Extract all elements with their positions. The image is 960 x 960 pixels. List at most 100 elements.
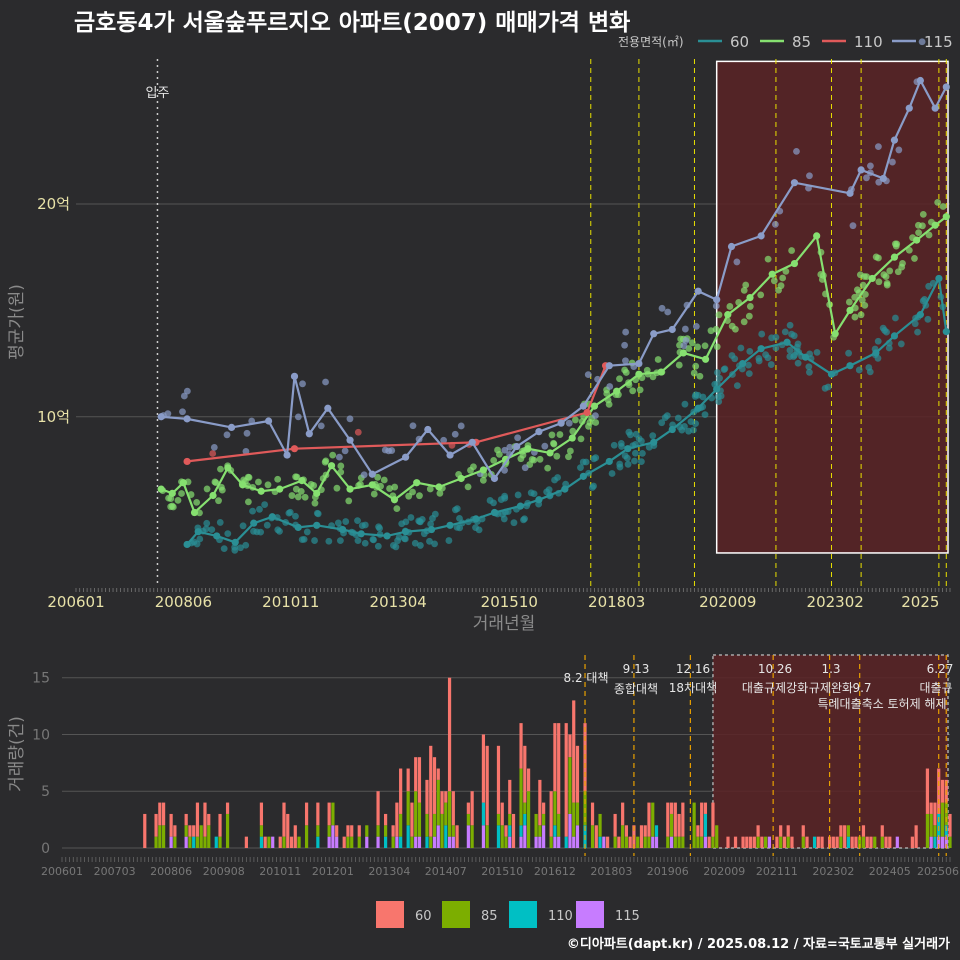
volume-bar xyxy=(869,836,873,848)
price-point-60 xyxy=(755,354,763,362)
price-point-60 xyxy=(637,458,645,466)
price-point-60 xyxy=(551,476,558,484)
price-point-60 xyxy=(416,542,424,549)
volume-bar xyxy=(447,836,452,848)
volume-bar xyxy=(188,825,192,837)
volume-bar xyxy=(624,825,629,837)
price-point-115 xyxy=(541,442,549,450)
price-point-60 xyxy=(231,546,239,554)
volume-bar xyxy=(169,836,173,848)
price-point-60 xyxy=(845,349,852,357)
price-point-60 xyxy=(325,537,333,545)
volume-xtick-label: 202506 xyxy=(917,865,959,878)
price-point-60 xyxy=(203,519,211,527)
price-point-60 xyxy=(794,359,802,367)
price-point-60 xyxy=(375,523,382,531)
volume-xtick-label: 202009 xyxy=(703,865,745,878)
price-marker-115 xyxy=(916,76,924,85)
price-point-115 xyxy=(889,158,896,166)
volume-bar xyxy=(617,836,621,848)
volume-bar xyxy=(500,802,504,826)
price-point-115 xyxy=(622,357,629,365)
price-point-115 xyxy=(179,408,186,416)
price-marker-115 xyxy=(424,425,432,434)
price-xtick-label: 201011 xyxy=(262,593,319,611)
price-point-115 xyxy=(360,471,368,479)
price-point-60 xyxy=(874,354,882,362)
volume-bar xyxy=(203,802,207,837)
price-marker-85 xyxy=(479,466,487,474)
price-marker-85 xyxy=(813,232,821,240)
volume-bar xyxy=(399,768,403,814)
volume-bar xyxy=(395,802,399,837)
volume-bar xyxy=(835,836,839,848)
price-point-60 xyxy=(239,522,247,530)
price-point-85 xyxy=(853,286,861,294)
volume-bar xyxy=(575,802,580,826)
price-point-60 xyxy=(499,510,506,518)
volume-bar xyxy=(854,836,858,848)
price-point-85 xyxy=(203,485,211,493)
price-point-60 xyxy=(737,344,745,352)
price-marker-60 xyxy=(624,445,632,453)
volume-bar xyxy=(542,825,546,848)
price-point-85 xyxy=(345,497,353,505)
price-chart: 200601 200806 201011 201304 201510 201803 2020… xyxy=(7,38,951,634)
price-marker-60 xyxy=(357,530,365,538)
price-point-85 xyxy=(436,489,444,497)
price-point-85 xyxy=(740,318,748,326)
price-point-60 xyxy=(681,400,689,408)
price-xlabel: 거래년월 xyxy=(473,614,536,634)
volume-bar xyxy=(542,813,546,826)
volume-bar xyxy=(346,825,350,837)
volume-highlight-box xyxy=(712,654,949,849)
price-point-85 xyxy=(393,505,401,513)
price-point-85 xyxy=(333,484,341,492)
volume-xtick-label: 201304 xyxy=(368,865,410,878)
volume-bar xyxy=(414,836,418,848)
price-point-60 xyxy=(786,321,794,329)
volume-bar xyxy=(406,791,410,826)
price-marker-115 xyxy=(290,372,299,380)
volume-bar xyxy=(207,813,211,826)
price-point-85 xyxy=(169,503,177,511)
volume-legend-label-115: 115 xyxy=(615,909,640,924)
price-point-115 xyxy=(622,328,630,336)
volume-bar xyxy=(523,745,527,803)
price-marker-115 xyxy=(668,325,676,334)
price-marker-60 xyxy=(605,457,613,466)
price-marker-85 xyxy=(590,402,599,410)
volume-bar xyxy=(496,825,501,848)
price-marker-60 xyxy=(535,496,543,504)
volume-bar xyxy=(538,836,542,848)
volume-bar xyxy=(741,836,745,848)
price-point-85 xyxy=(764,255,772,263)
volume-bar xyxy=(669,836,674,848)
volume-bar xyxy=(414,757,418,792)
volume-bar xyxy=(429,836,433,848)
volume-bar xyxy=(538,825,542,837)
price-point-85 xyxy=(264,481,272,489)
price-point-115 xyxy=(895,146,903,154)
volume-bar xyxy=(605,836,610,848)
price-point-60 xyxy=(592,454,600,462)
price-point-85 xyxy=(603,390,611,397)
price-marker-85 xyxy=(413,479,421,487)
volume-bar xyxy=(850,836,854,848)
policy-annotation: 18차대책 xyxy=(669,680,717,695)
volume-bar xyxy=(331,825,335,848)
volume-bar xyxy=(376,791,380,826)
price-point-85 xyxy=(915,221,922,229)
volume-bar xyxy=(466,813,470,826)
volume-bar xyxy=(598,813,602,837)
volume-bar xyxy=(861,825,866,837)
price-marker-60 xyxy=(668,425,676,434)
legend-label-85: 85 xyxy=(792,33,811,51)
volume-bar xyxy=(861,836,866,848)
price-point-60 xyxy=(758,330,766,338)
policy-annotation: 12.16 xyxy=(676,662,710,676)
price-point-60 xyxy=(621,452,629,460)
price-marker-115 xyxy=(605,362,613,370)
volume-bar xyxy=(568,813,572,848)
volume-xtick-label: 200601 xyxy=(41,865,83,878)
